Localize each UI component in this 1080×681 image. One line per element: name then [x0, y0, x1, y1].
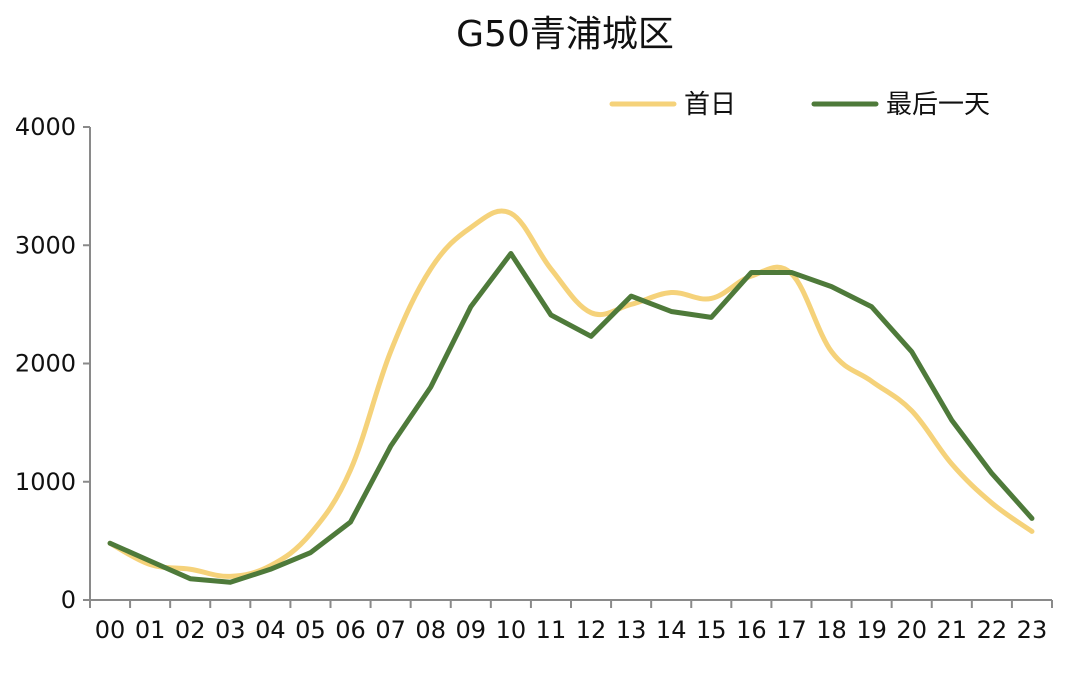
x-tick-label: 10: [496, 616, 527, 644]
x-tick-label: 02: [175, 616, 206, 644]
x-tick-label: 00: [95, 616, 126, 644]
x-tick-label: 11: [536, 616, 567, 644]
series-line-1: [107, 251, 1035, 585]
x-tick-label: 03: [215, 616, 246, 644]
x-tick-label: 13: [616, 616, 647, 644]
legend: 首日 最后一天: [609, 90, 990, 120]
x-tick-label: 20: [896, 616, 927, 644]
series-line-0: [107, 208, 1035, 579]
x-tick-label: 16: [736, 616, 767, 644]
x-tick-label: 19: [856, 616, 887, 644]
y-axis: 0 1000 2000 3000 4000: [15, 113, 91, 614]
x-tick-label: 14: [656, 616, 687, 644]
x-tick-label: 01: [135, 616, 166, 644]
y-tick-label: 3000: [15, 231, 76, 259]
x-tick-label: 15: [696, 616, 727, 644]
x-tick-label: 23: [1017, 616, 1048, 644]
legend-label-0: 首日: [684, 90, 736, 120]
x-tick-label: 22: [977, 616, 1008, 644]
y-tick-label: 0: [61, 586, 76, 614]
legend-label-1: 最后一天: [886, 90, 990, 120]
y-tick-label: 1000: [15, 468, 76, 496]
y-tick-label: 4000: [15, 113, 76, 141]
x-tick-label: 04: [255, 616, 286, 644]
x-tick-label: 12: [576, 616, 607, 644]
x-axis: 00 01 02 03 04 05 06 07 08 09 10 11 12 13 14 15 16 17 18 19…: [89, 599, 1053, 644]
x-tick-label: 08: [415, 616, 446, 644]
x-tick-label: 21: [937, 616, 968, 644]
y-tick-label: 2000: [15, 350, 76, 378]
series-layer: [107, 208, 1035, 585]
x-tick-label: 05: [295, 616, 326, 644]
chart-title: G50青浦城区: [456, 14, 674, 55]
x-tick-label: 09: [456, 616, 487, 644]
x-tick-label: 17: [776, 616, 807, 644]
x-tick-label: 06: [335, 616, 366, 644]
x-tick-label: 07: [375, 616, 406, 644]
x-tick-label: 18: [816, 616, 847, 644]
